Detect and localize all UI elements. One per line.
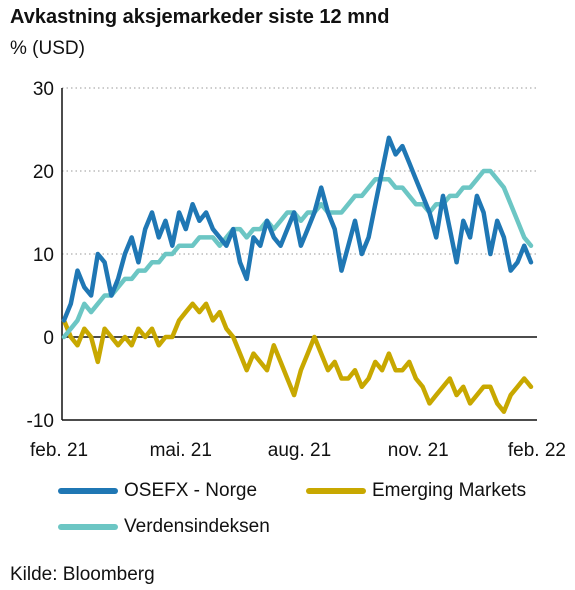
legend-swatch-emerging-markets	[306, 488, 366, 494]
y-tick-label: 0	[43, 328, 54, 349]
chart-title: Avkastning aksjemarkeder siste 12 mnd	[10, 6, 390, 28]
series-lines	[61, 135, 534, 414]
legend-item-emerging-markets: Emerging Markets	[306, 480, 526, 502]
x-tick-label: feb. 21	[30, 440, 88, 461]
y-tick-label: -10	[27, 411, 54, 432]
legend-label-emerging-markets: Emerging Markets	[372, 480, 527, 501]
legend-swatch-osefx	[58, 488, 118, 494]
legend-swatch-verdensindeksen	[58, 524, 118, 530]
x-tick-label: feb. 22	[508, 440, 566, 461]
y-tick-labels: 30 20 10 0 -10	[27, 79, 54, 432]
series-line-osefx	[61, 135, 534, 323]
series-line-verdensindeksen	[61, 168, 534, 340]
y-tick-label: 20	[33, 162, 54, 183]
legend-item-osefx: OSEFX - Norge	[58, 480, 257, 502]
source-note: Kilde: Bloomberg	[10, 564, 155, 585]
y-tick-label: 10	[33, 245, 54, 266]
x-tick-label: aug. 21	[268, 440, 331, 461]
x-tick-labels: feb. 21 mai. 21 aug. 21 nov. 21 feb. 22	[30, 440, 566, 461]
y-tick-label: 30	[33, 79, 54, 100]
legend-item-verdensindeksen: Verdensindeksen	[58, 516, 270, 538]
y-axis-unit-label: % (USD)	[10, 38, 85, 59]
series-line-emerging-markets	[61, 301, 534, 414]
x-tick-label: nov. 21	[388, 440, 449, 461]
legend-label-osefx: OSEFX - Norge	[124, 480, 258, 501]
legend-label-verdensindeksen: Verdensindeksen	[124, 516, 270, 537]
axes	[61, 88, 537, 421]
x-tick-label: mai. 21	[150, 440, 212, 461]
